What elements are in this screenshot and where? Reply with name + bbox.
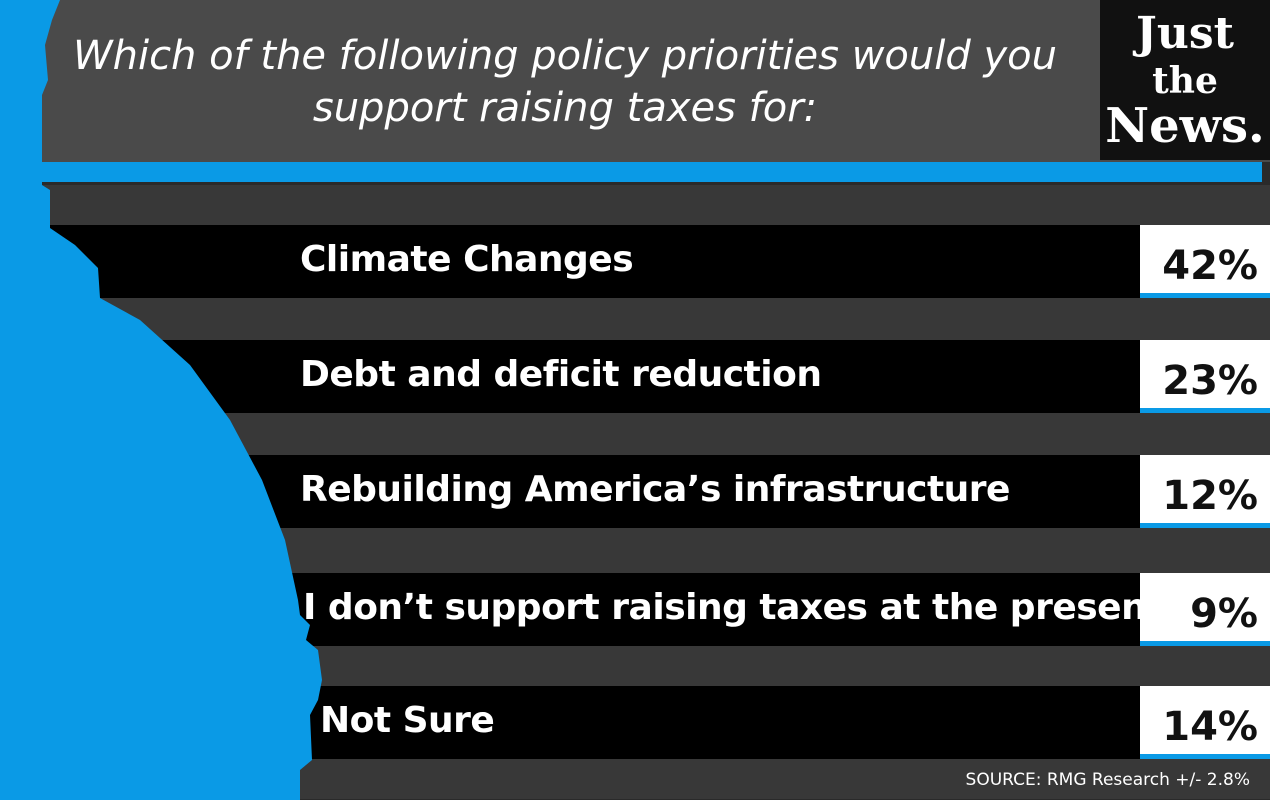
row-bar bbox=[0, 225, 1140, 298]
divider-band bbox=[0, 185, 1270, 225]
row-label: I don’t support raising taxes at the pre… bbox=[303, 587, 1265, 628]
divider-band bbox=[0, 298, 1270, 340]
header bbox=[0, 0, 1270, 162]
row-label: Rebuilding America’s infrastructure bbox=[300, 469, 1010, 510]
row-label: Climate Changes bbox=[300, 239, 634, 280]
value-box: 12% bbox=[1140, 455, 1270, 528]
row-value: 12% bbox=[1162, 473, 1258, 519]
silhouette bbox=[0, 0, 322, 800]
value-box: 23% bbox=[1140, 340, 1270, 413]
logo-text: the bbox=[1152, 60, 1218, 102]
logo-text: News. bbox=[1105, 98, 1265, 154]
value-box: 42% bbox=[1140, 225, 1270, 298]
source: SOURCE: RMG Research +/- 2.8% bbox=[965, 770, 1250, 790]
row-value: 9% bbox=[1190, 591, 1258, 637]
header-stripe bbox=[0, 162, 1262, 182]
value-box: 9% bbox=[1140, 573, 1270, 646]
row-value: 14% bbox=[1162, 704, 1258, 750]
value-box: 14% bbox=[1140, 686, 1270, 759]
logo-text: Just bbox=[1136, 8, 1234, 59]
title: Which of the following policy priorities… bbox=[73, 33, 1057, 131]
logo: Just the News. bbox=[1100, 0, 1270, 160]
row-value: 42% bbox=[1162, 243, 1258, 289]
row-label: Not Sure bbox=[320, 700, 495, 741]
row-label: Debt and deficit reduction bbox=[300, 354, 822, 395]
row-value: 23% bbox=[1162, 358, 1258, 404]
